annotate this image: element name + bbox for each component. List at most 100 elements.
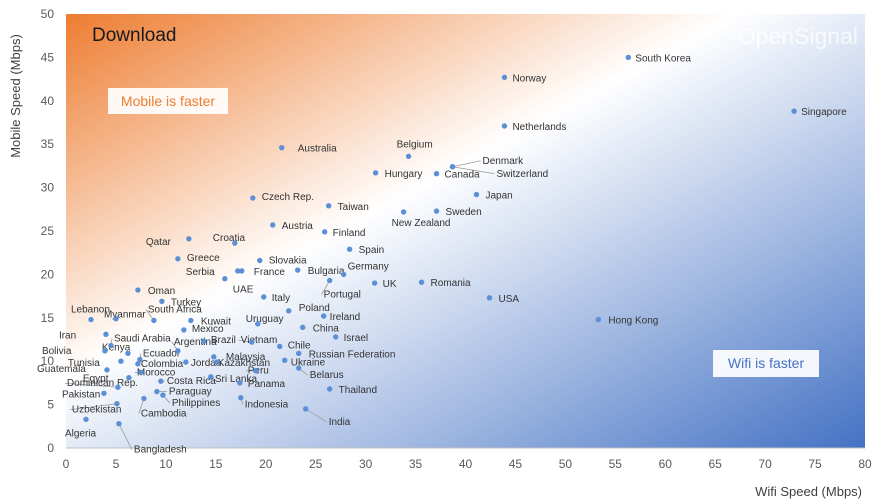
point-mexico xyxy=(181,327,187,333)
point-india xyxy=(303,406,309,412)
label-greece: Greece xyxy=(187,253,220,264)
label-poland: Poland xyxy=(299,303,330,314)
label-switzerland: Switzerland xyxy=(497,169,549,180)
x-tick-80: 80 xyxy=(858,457,872,471)
point-ecuador xyxy=(137,356,143,363)
label-czech-rep: Czech Rep. xyxy=(262,192,314,203)
label-china: China xyxy=(313,323,340,334)
point-ukraine xyxy=(282,357,288,364)
label-mexico: Mexico xyxy=(192,324,224,335)
wifi-faster-annotation: Wifi is faster xyxy=(728,355,805,371)
point-cambodia xyxy=(141,395,147,402)
point-bangladesh xyxy=(116,420,122,427)
label-tunisia: Tunisia xyxy=(68,358,100,369)
label-south-africa: South Africa xyxy=(148,304,202,315)
label-myanmar: Myanmar xyxy=(104,310,146,321)
point-portugal xyxy=(326,277,333,284)
point-slovakia xyxy=(257,257,263,264)
point-brazil xyxy=(201,338,207,344)
x-tick-20: 20 xyxy=(259,457,273,471)
y-tick-10: 10 xyxy=(41,354,55,368)
point-austria xyxy=(270,222,276,228)
label-oman: Oman xyxy=(148,286,175,297)
point-kuwait xyxy=(188,317,194,324)
point-vietnam xyxy=(249,339,255,345)
point-russian-federation xyxy=(296,350,302,357)
point-singapore xyxy=(791,108,797,114)
point-belgium xyxy=(405,153,412,160)
point-lebanon xyxy=(88,316,94,323)
y-tick-40: 40 xyxy=(41,94,55,108)
wifi-faster-box xyxy=(713,350,819,377)
label-chile: Chile xyxy=(288,340,311,351)
opensignal-watermark: OpenSignal xyxy=(738,23,858,49)
label-france: France xyxy=(254,267,286,278)
label-iran: Iran xyxy=(59,330,76,341)
point-uae xyxy=(222,276,228,282)
point-myanmar xyxy=(113,315,119,322)
label-norway: Norway xyxy=(512,73,546,84)
label-austria: Austria xyxy=(282,221,314,232)
point-saudi-arabia xyxy=(108,342,114,349)
x-tick-35: 35 xyxy=(409,457,423,471)
point-turkey xyxy=(159,298,165,305)
point-sweden xyxy=(433,208,440,214)
label-costa-rica: Costa Rica xyxy=(167,376,216,387)
point-taiwan xyxy=(325,203,332,209)
label-india: India xyxy=(329,417,351,428)
point-kenya xyxy=(125,350,131,357)
label-ecuador: Ecuador xyxy=(143,348,181,359)
point-hungary xyxy=(372,170,379,176)
label-portugal: Portugal xyxy=(324,289,361,300)
label-brazil: Brazil xyxy=(211,335,236,346)
x-axis-title: Wifi Speed (Mbps) xyxy=(755,484,862,499)
point-algeria xyxy=(83,416,89,423)
label-canada: Canada xyxy=(445,170,480,181)
label-morocco: Morocco xyxy=(137,367,176,378)
x-tick-60: 60 xyxy=(659,457,673,471)
label-egypt: Egypt xyxy=(83,374,109,385)
label-romania: Romania xyxy=(431,278,471,289)
x-tick-30: 30 xyxy=(359,457,373,471)
point-costa-rica xyxy=(158,378,164,384)
mobile-faster-annotation: Mobile is faster xyxy=(121,93,215,109)
point-israel xyxy=(332,334,339,340)
label-argentina: Argentina xyxy=(174,337,217,348)
label-thailand: Thailand xyxy=(339,385,377,396)
y-tick-20: 20 xyxy=(41,267,55,281)
point-oman xyxy=(135,287,141,293)
point-uzbekistan xyxy=(114,401,120,407)
point-argentina xyxy=(175,348,181,354)
label-paraguay: Paraguay xyxy=(169,387,212,398)
point-canada xyxy=(433,171,440,177)
label-pakistan: Pakistan xyxy=(62,389,100,400)
point-switzerland xyxy=(449,164,456,170)
x-tick-70: 70 xyxy=(758,457,772,471)
label-bangladesh: Bangladesh xyxy=(134,445,187,456)
label-ukraine: Ukraine xyxy=(291,357,326,368)
point-bolivia xyxy=(102,348,108,354)
point-croatia xyxy=(232,240,238,246)
point-jordan xyxy=(183,359,189,365)
label-dominican-rep: Dominican Rep. xyxy=(67,378,138,389)
point-new-zealand xyxy=(400,209,407,215)
point-poland xyxy=(286,308,292,314)
x-tick-50: 50 xyxy=(559,457,573,471)
label-sweden: Sweden xyxy=(446,207,482,218)
y-tick-45: 45 xyxy=(41,50,55,64)
label-netherlands: Netherlands xyxy=(512,122,566,133)
point-hong-kong xyxy=(595,316,602,323)
label-panama: Panama xyxy=(248,379,286,390)
label-uae: UAE xyxy=(233,285,254,296)
x-tick-5: 5 xyxy=(113,457,120,471)
label-hungary: Hungary xyxy=(385,169,423,180)
label-taiwan: Taiwan xyxy=(338,202,369,213)
point-usa xyxy=(486,295,493,301)
label-uk: UK xyxy=(383,279,397,290)
point-ireland xyxy=(320,313,327,319)
leader-bangladesh xyxy=(118,423,133,450)
y-tick-5: 5 xyxy=(47,398,54,412)
leader-denmark xyxy=(452,160,481,168)
point-czech-rep xyxy=(250,195,256,201)
